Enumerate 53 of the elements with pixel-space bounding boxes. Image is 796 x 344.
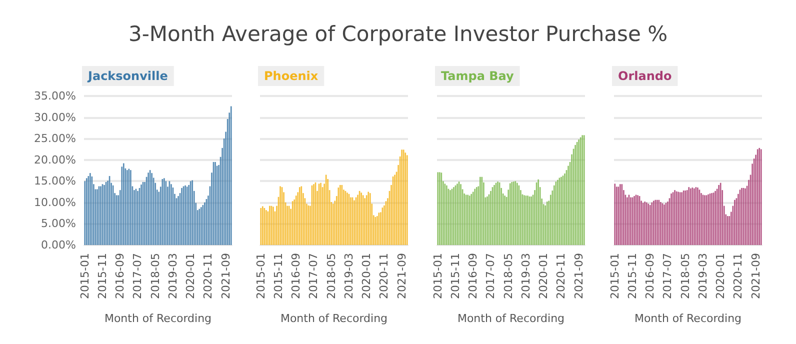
x-tick-label: 2015-11 xyxy=(96,253,109,299)
x-tick-label: 2021-09 xyxy=(749,253,762,299)
x-tick-label: 2015-01 xyxy=(78,253,92,299)
x-tick-label: 2021-09 xyxy=(219,253,232,299)
x-tick-label: 2019-03 xyxy=(166,253,180,299)
x-tick-label: 2015-11 xyxy=(272,253,285,299)
chart-title: Orlando xyxy=(618,69,672,83)
y-tick-label: 25.00% xyxy=(34,132,76,146)
x-axis-title: Month of Recording xyxy=(457,312,565,325)
x-tick-label: 2016-09 xyxy=(114,253,127,299)
x-tick-label: 2018-05 xyxy=(502,253,515,299)
y-tick-label: 30.00% xyxy=(34,110,76,124)
x-tick-label: 2015-11 xyxy=(626,253,639,299)
x-tick-label: 2021-09 xyxy=(572,253,586,299)
x-tick-label: 2020-11 xyxy=(378,253,391,299)
x-tick-label: 2020-11 xyxy=(732,253,745,299)
y-tick-label: 10.00% xyxy=(34,196,76,209)
y-tick-label: 20.00% xyxy=(34,153,76,166)
y-tick-label: 15.00% xyxy=(34,174,76,188)
x-tick-label: 2016-09 xyxy=(466,253,480,299)
x-tick-label: 2015-01 xyxy=(608,253,622,299)
x-tick-label: 2020-01 xyxy=(537,253,550,299)
x-tick-label: 2015-01 xyxy=(254,253,268,299)
x-tick-label: 2018-05 xyxy=(148,253,162,299)
y-tick-label: 35.00% xyxy=(34,90,76,102)
x-tick-label: 2017-07 xyxy=(661,253,674,299)
x-tick-label: 2017-07 xyxy=(131,253,144,299)
chart-title: Phoenix xyxy=(264,69,318,83)
x-tick-label: 2019-03 xyxy=(342,253,356,299)
x-tick-label: 2020-11 xyxy=(554,253,568,299)
x-axis-title: Month of Recording xyxy=(104,312,212,325)
x-tick-label: 2020-01 xyxy=(184,253,198,299)
x-tick-label: 2021-09 xyxy=(395,253,408,299)
x-tick-label: 2018-05 xyxy=(678,253,692,299)
x-tick-label: 2016-09 xyxy=(290,253,303,299)
x-tick-label: 2019-03 xyxy=(696,253,710,299)
x-tick-label: 2015-01 xyxy=(431,253,444,299)
y-tick-label: 0.00% xyxy=(41,238,76,252)
x-tick-label: 2020-01 xyxy=(714,253,728,299)
x-tick-label: 2020-01 xyxy=(360,253,374,299)
x-tick-label: 2017-07 xyxy=(484,253,498,299)
x-tick-label: 2020-11 xyxy=(202,253,215,299)
x-tick-label: 2015-11 xyxy=(449,253,462,299)
x-axis-title: Month of Recording xyxy=(634,312,742,325)
text: 3-Month Average of Corporate Investor Purchase % xyxy=(127,22,669,46)
x-tick-label: 2018-05 xyxy=(324,253,338,299)
chart-title: Tampa Bay xyxy=(441,69,514,83)
y-tick-label: 5.00% xyxy=(41,217,76,230)
x-tick-label: 2016-09 xyxy=(644,253,657,299)
x-tick-label: 2017-07 xyxy=(307,253,320,299)
chart-title: Jacksonville xyxy=(87,69,168,83)
x-axis-title: Month of Recording xyxy=(280,312,388,325)
x-tick-label: 2019-03 xyxy=(519,253,532,299)
